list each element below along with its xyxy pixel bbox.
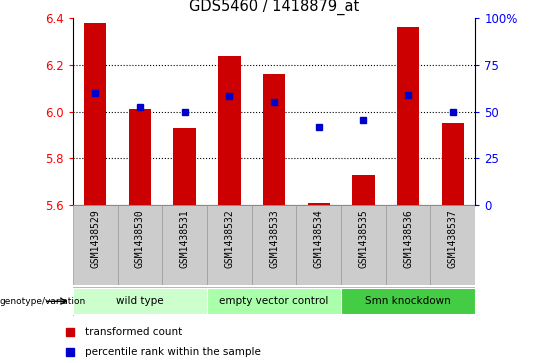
Bar [207, 288, 341, 314]
Title: GDS5460 / 1418879_at: GDS5460 / 1418879_at [189, 0, 359, 15]
Bar [308, 203, 330, 205]
Bar [430, 205, 475, 285]
Text: GSM1438531: GSM1438531 [180, 209, 190, 268]
Text: GSM1438529: GSM1438529 [90, 209, 100, 268]
Bar [73, 205, 118, 285]
Text: GSM1438535: GSM1438535 [359, 209, 368, 268]
Bar [73, 288, 207, 314]
Text: GSM1438532: GSM1438532 [224, 209, 234, 268]
Bar [397, 28, 420, 205]
Bar [442, 123, 464, 205]
Text: wild type: wild type [116, 296, 164, 306]
Bar [352, 175, 375, 205]
Text: transformed count: transformed count [85, 327, 182, 337]
Text: GSM1438533: GSM1438533 [269, 209, 279, 268]
Text: genotype/variation: genotype/variation [0, 297, 86, 306]
Bar [207, 205, 252, 285]
Bar [129, 109, 151, 205]
Bar [84, 23, 106, 205]
Bar [341, 288, 475, 314]
Bar [341, 205, 386, 285]
Text: GSM1438534: GSM1438534 [314, 209, 324, 268]
Bar [263, 74, 285, 205]
Text: GSM1438530: GSM1438530 [135, 209, 145, 268]
Text: GSM1438537: GSM1438537 [448, 209, 458, 268]
Text: Smn knockdown: Smn knockdown [365, 296, 451, 306]
Bar [118, 205, 163, 285]
Bar [296, 205, 341, 285]
Bar [252, 205, 296, 285]
Bar [163, 205, 207, 285]
Text: GSM1438536: GSM1438536 [403, 209, 413, 268]
Bar [386, 205, 430, 285]
Bar [173, 128, 196, 205]
Bar [218, 56, 240, 205]
Text: empty vector control: empty vector control [219, 296, 329, 306]
Text: percentile rank within the sample: percentile rank within the sample [85, 347, 261, 357]
